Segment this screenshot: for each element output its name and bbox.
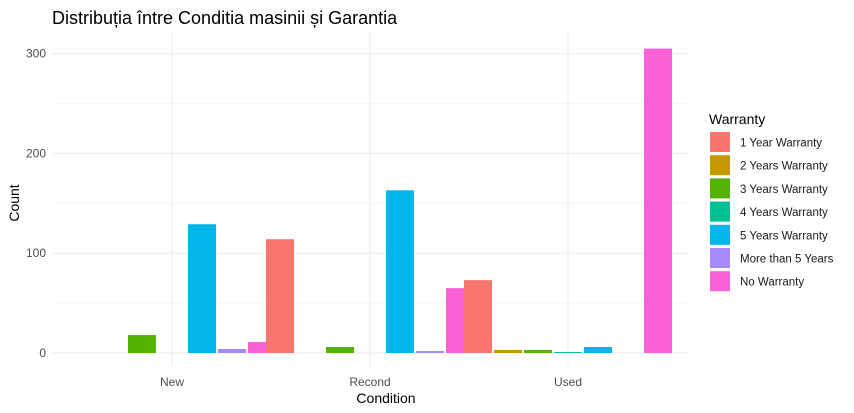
bars [128,48,672,354]
legend-title: Warranty [709,111,765,127]
legend-label: No Warranty [740,277,804,289]
bar-recond-5 [386,190,414,353]
x-tick-label: Recond [349,375,390,389]
legend: Warranty 1 Year Warranty 2 Years Warranty… [709,111,834,292]
chart-title: Distribuția între Conditia masinii și Ga… [52,8,398,28]
x-tick-label: Used [554,375,582,389]
legend-key [710,155,730,176]
bar-recond-3 [326,347,354,353]
legend-label: 4 Years Warranty [740,207,828,219]
bar-used-7 [644,48,672,354]
legend-key [710,271,730,292]
legend-key [710,132,730,152]
legend-key [710,201,730,222]
legend-label: 1 Year Warranty [740,138,822,150]
x-axis-title: Condition [356,390,415,406]
bar-recond-1 [266,239,294,353]
bar-new-7 [248,342,276,353]
grid [52,32,689,366]
x-axis-ticks: New Recond Used [160,375,582,389]
bar-recond-6 [416,351,444,353]
legend-key [710,224,730,245]
bar-new-5 [188,224,216,353]
y-axis-ticks: 0 100 200 300 [26,47,46,360]
x-tick-label: New [160,375,184,389]
legend-label: 5 Years Warranty [740,230,828,242]
legend-label: More than 5 Years [740,254,834,266]
legend-label: 3 Years Warranty [740,184,828,196]
bar-used-2 [494,350,522,353]
y-axis-title: Count [6,184,22,221]
bar-used-3 [524,350,552,353]
bar-new-3 [128,335,156,353]
y-tick-label: 100 [26,246,46,260]
legend-label: 2 Years Warranty [740,161,828,173]
bar-used-1 [464,280,492,353]
bar-used-4 [554,352,582,353]
bar-used-5 [584,347,612,353]
y-tick-label: 200 [26,146,46,160]
bar-new-6 [218,349,246,353]
legend-key [710,178,730,199]
y-tick-label: 300 [26,47,46,61]
y-tick-label: 0 [39,346,46,360]
legend-key [710,248,730,268]
